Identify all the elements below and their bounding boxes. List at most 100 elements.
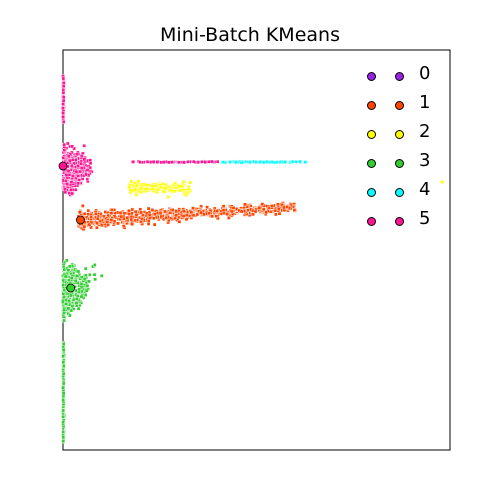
data-point-cluster-3 [62,364,66,368]
data-point-cluster-5 [62,148,67,152]
data-point-cluster-1 [130,207,135,212]
data-point-cluster-3 [61,398,65,403]
data-point-cluster-1 [181,214,186,218]
legend-item: 5 [356,207,446,236]
data-point-cluster-1 [80,204,85,208]
data-point-cluster-2 [166,195,171,199]
data-point-cluster-1 [152,222,157,227]
data-point-cluster-1 [95,221,99,226]
legend-marker [395,217,404,226]
legend-label: 1 [419,92,431,113]
data-point-cluster-3 [70,304,75,309]
data-point-cluster-5 [131,160,135,164]
data-point-cluster-2 [159,185,163,190]
data-point-cluster-3 [61,283,65,287]
legend-marker [395,188,404,197]
data-point-cluster-1 [245,204,249,209]
legend-marker [367,101,376,110]
data-point-cluster-5 [85,177,90,182]
data-point-cluster-1 [151,216,156,221]
data-point-cluster-5 [67,172,72,177]
data-point-cluster-3 [76,306,81,311]
data-point-cluster-5 [62,142,66,147]
data-point-cluster-5 [200,159,204,164]
data-point-cluster-5 [61,76,66,81]
data-point-cluster-3 [77,287,82,292]
data-point-cluster-3 [79,285,84,290]
data-point-cluster-5 [61,98,66,103]
data-point-cluster-5 [61,102,65,106]
data-point-cluster-1 [282,205,286,210]
data-point-cluster-1 [280,203,284,208]
data-point-cluster-1 [174,213,179,218]
data-point-cluster-1 [95,216,100,221]
data-point-cluster-3 [68,313,72,318]
data-point-cluster-3 [61,360,66,365]
data-point-cluster-3 [76,269,81,274]
data-point-cluster-1 [106,223,110,227]
data-point-cluster-5 [182,160,186,165]
data-point-cluster-5 [88,165,92,170]
legend-marker [395,159,404,168]
data-point-cluster-3 [61,420,65,425]
data-point-cluster-5 [69,188,73,192]
data-point-cluster-5 [215,159,220,164]
data-point-cluster-1 [246,208,251,213]
data-point-cluster-5 [84,172,88,177]
data-point-cluster-3 [61,342,66,347]
data-point-cluster-5 [65,182,70,186]
legend-marker [367,217,376,226]
data-point-cluster-2 [183,193,188,197]
data-point-cluster-1 [257,206,262,210]
data-point-cluster-3 [61,408,65,413]
data-point-cluster-4 [283,160,288,164]
data-point-cluster-3 [79,294,84,299]
data-point-cluster-4 [258,160,262,164]
data-point-cluster-1 [222,211,226,216]
data-point-cluster-1 [152,212,157,217]
data-point-cluster-1 [121,224,126,228]
data-point-cluster-1 [140,216,145,221]
data-point-cluster-4 [303,160,308,164]
data-point-cluster-1 [109,218,114,222]
data-point-cluster-2 [156,187,161,192]
data-point-cluster-5 [78,169,82,174]
data-point-cluster-1 [99,223,104,228]
data-point-cluster-1 [292,208,297,212]
data-point-cluster-1 [139,210,143,215]
data-point-cluster-5 [61,95,66,100]
data-point-cluster-3 [61,347,66,352]
data-point-cluster-3 [61,430,65,434]
data-point-cluster-1 [270,204,274,208]
data-point-cluster-3 [62,295,66,299]
data-point-cluster-1 [82,224,87,229]
data-point-cluster-3 [83,273,88,278]
data-point-cluster-1 [253,209,258,214]
data-point-cluster-2 [127,185,131,189]
data-point-cluster-1 [277,207,281,211]
data-point-cluster-1 [264,210,269,215]
data-point-cluster-4 [261,160,266,165]
data-point-cluster-1 [215,209,220,213]
data-point-cluster-2 [181,179,186,184]
data-point-cluster-3 [64,258,69,263]
data-point-cluster-1 [119,214,124,219]
data-point-cluster-3 [69,276,74,280]
data-point-cluster-2 [168,188,173,192]
data-point-cluster-3 [82,277,87,282]
data-point-cluster-5 [61,155,66,160]
data-point-cluster-4 [234,160,238,164]
data-point-cluster-1 [89,215,93,219]
data-point-cluster-5 [68,158,72,163]
data-point-cluster-5 [70,191,74,196]
data-point-cluster-5 [69,163,74,168]
data-point-cluster-5 [77,178,81,182]
data-point-cluster-1 [274,212,278,217]
data-point-cluster-1 [174,209,179,214]
data-point-cluster-1 [243,202,247,207]
data-point-cluster-1 [127,208,131,213]
legend-label: 2 [419,121,431,142]
data-point-cluster-5 [145,159,150,164]
